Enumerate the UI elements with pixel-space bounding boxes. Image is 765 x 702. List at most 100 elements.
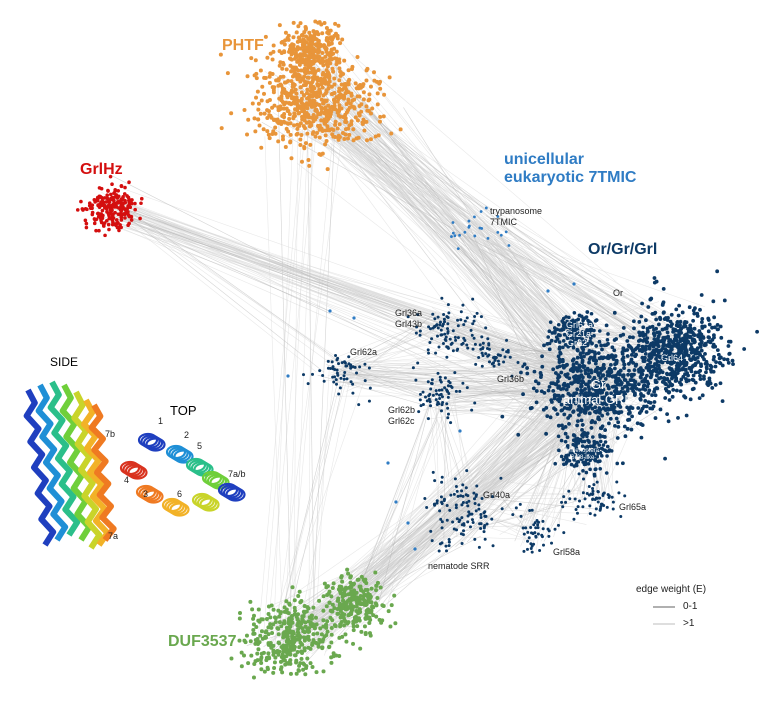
cluster-label-or: Or <box>613 288 623 298</box>
node <box>327 645 332 650</box>
top-helix <box>168 446 189 461</box>
node <box>583 410 588 415</box>
node <box>648 375 653 380</box>
node <box>603 440 608 444</box>
node <box>577 379 582 383</box>
node <box>684 363 689 367</box>
edge <box>478 217 635 373</box>
node <box>339 376 343 380</box>
node <box>290 631 295 636</box>
node <box>662 337 667 342</box>
node <box>254 71 259 76</box>
node <box>290 42 295 47</box>
node <box>594 507 598 511</box>
node <box>262 111 267 116</box>
node <box>306 113 311 118</box>
node <box>595 440 599 445</box>
node <box>683 347 688 352</box>
node <box>329 626 334 631</box>
node <box>242 107 247 112</box>
node <box>688 347 693 352</box>
node <box>282 654 287 659</box>
node <box>321 618 326 623</box>
node <box>296 593 301 598</box>
node <box>296 35 301 40</box>
node <box>123 216 127 220</box>
node <box>435 392 439 396</box>
node <box>283 100 288 105</box>
node <box>646 305 651 309</box>
node <box>469 328 473 332</box>
node <box>255 641 260 646</box>
node <box>581 329 585 334</box>
node <box>305 106 310 111</box>
node <box>302 145 307 150</box>
node <box>292 69 297 74</box>
node <box>591 387 596 391</box>
node <box>248 599 253 604</box>
node <box>473 497 477 501</box>
node <box>605 411 610 416</box>
node <box>651 344 656 349</box>
node <box>639 314 644 319</box>
node <box>429 387 433 391</box>
node <box>351 391 355 395</box>
node <box>621 332 626 337</box>
node <box>690 331 695 335</box>
edge <box>488 350 558 399</box>
node <box>308 88 313 93</box>
node <box>530 550 534 554</box>
node <box>329 57 334 62</box>
node <box>360 121 365 126</box>
node <box>597 339 602 344</box>
node <box>261 650 266 655</box>
node <box>316 68 321 73</box>
node <box>288 645 293 650</box>
node <box>626 372 630 377</box>
node <box>532 369 537 374</box>
node <box>306 619 311 624</box>
node <box>480 351 484 355</box>
node <box>666 419 671 424</box>
node <box>363 577 368 582</box>
edge <box>461 500 533 522</box>
node <box>580 423 585 427</box>
node <box>381 114 386 119</box>
node <box>273 620 278 625</box>
node <box>638 333 642 338</box>
node <box>521 364 525 368</box>
node <box>106 222 111 227</box>
node <box>575 347 580 352</box>
node <box>330 618 335 623</box>
node <box>583 387 587 391</box>
top-helix <box>119 460 141 476</box>
node <box>332 82 337 87</box>
node <box>662 343 666 348</box>
node <box>569 319 573 324</box>
edge <box>346 374 436 395</box>
node <box>289 57 294 62</box>
node <box>255 89 260 94</box>
node <box>115 225 120 230</box>
node <box>102 203 107 208</box>
node <box>374 79 379 84</box>
node <box>288 661 293 666</box>
node <box>581 505 585 509</box>
node <box>560 423 564 428</box>
node <box>110 213 115 217</box>
node <box>576 450 581 454</box>
node <box>567 315 571 320</box>
node <box>544 431 548 436</box>
node <box>347 605 352 610</box>
node <box>336 611 341 616</box>
node <box>593 446 597 450</box>
node <box>642 378 646 383</box>
node <box>667 398 672 402</box>
node <box>267 74 272 79</box>
node <box>569 462 574 467</box>
node <box>534 389 539 393</box>
node <box>578 410 583 414</box>
node <box>693 370 698 375</box>
node <box>429 404 433 408</box>
node <box>600 402 605 406</box>
